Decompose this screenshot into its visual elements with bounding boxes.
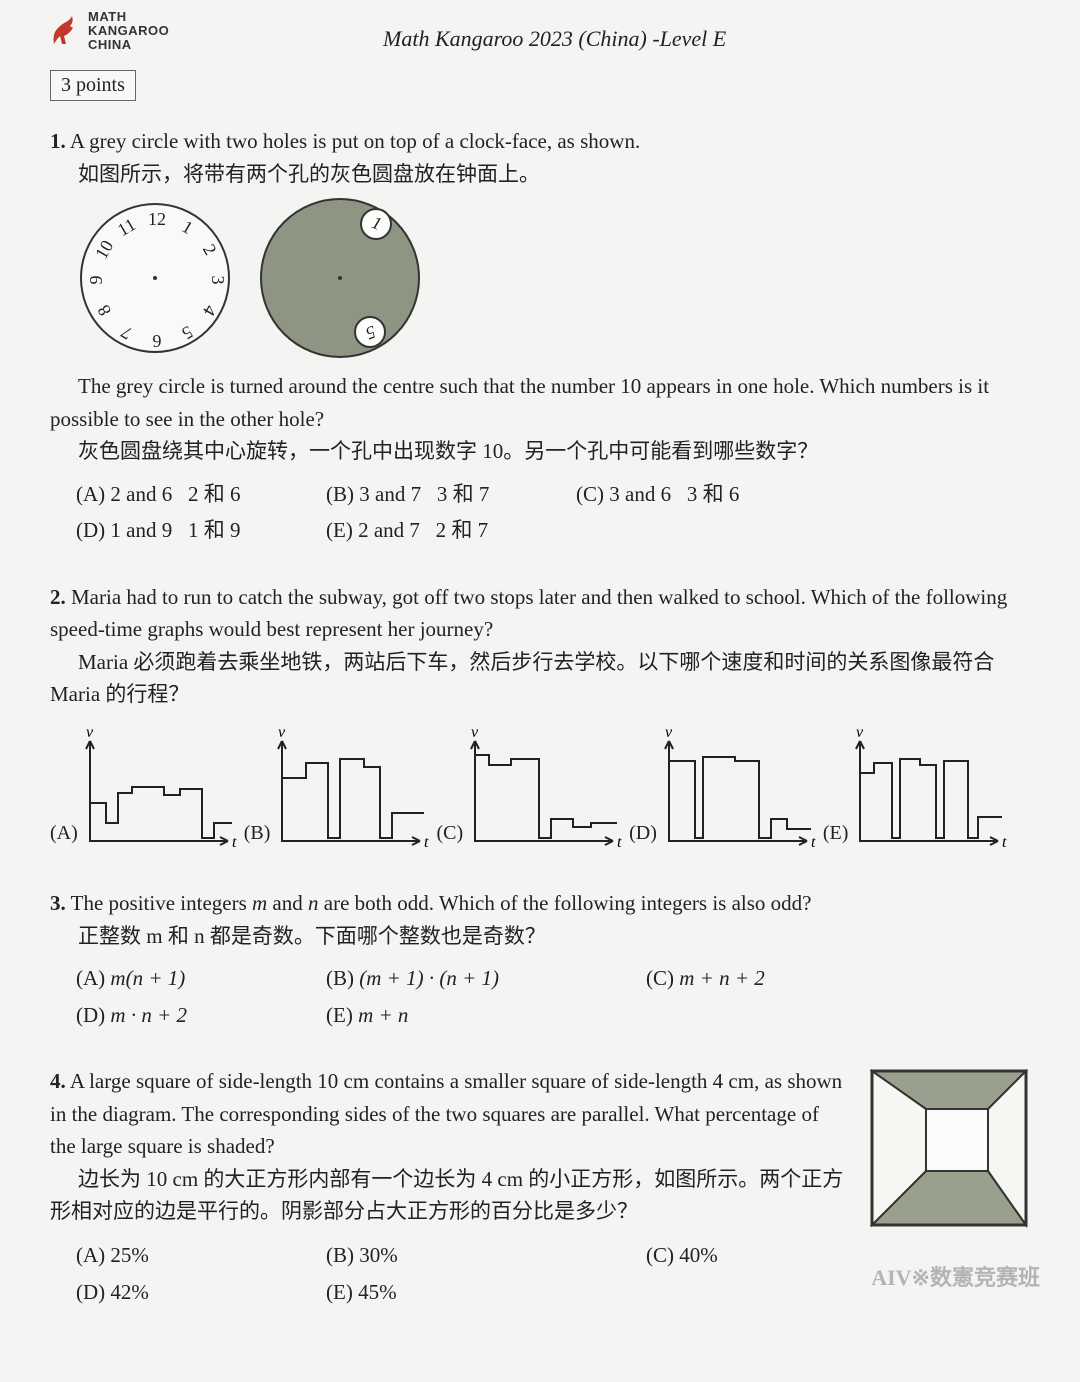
q2-graphs: (A) v t (B) v t (C) v t (D) v t (E) v t — [50, 723, 1030, 853]
question-number: 4. — [50, 1069, 66, 1093]
speed-time-graph: (A) v t — [50, 723, 242, 853]
q2-en: Maria had to run to catch the subway, go… — [50, 585, 1007, 642]
q4-ans-c: (C) 40% — [646, 1239, 896, 1272]
q1-zh-line2: 灰色圆盘绕其中心旋转，一个孔中出现数字 10。另一个孔中可能看到哪些数字？ — [50, 435, 1030, 468]
q4-zh: 边长为 10 cm 的大正方形内部有一个边长为 4 cm 的小正方形，如图所示。… — [50, 1163, 846, 1228]
clock-number: 12 — [148, 206, 166, 234]
question-1: 1. A grey circle with two holes is put o… — [50, 125, 1030, 547]
clock-number: 2 — [195, 239, 224, 261]
exam-page: MATH KANGAROO CHINA Math Kangaroo 2023 (… — [0, 0, 1080, 1382]
logo-line-2: KANGAROO — [88, 24, 169, 38]
page-header: MATH KANGAROO CHINA Math Kangaroo 2023 (… — [50, 10, 1030, 52]
clock-number: 6 — [153, 326, 162, 354]
q4-ans-b: (B) 30% — [326, 1239, 646, 1272]
speed-time-graph: (B) v t — [244, 723, 435, 853]
svg-text:v: v — [856, 724, 864, 741]
clock-number: 3 — [203, 276, 231, 285]
disc-hole: 1 — [360, 208, 392, 240]
q1-ans-d: (D) 1 and 9 1 和 9 — [76, 514, 326, 547]
clock-number: 8 — [91, 299, 120, 321]
question-4: 4. A large square of side-length 10 cm c… — [50, 1065, 1030, 1308]
clock-number: 4 — [195, 299, 224, 321]
clock-number: 5 — [176, 318, 198, 347]
q4-figure — [870, 1069, 1030, 1229]
speed-time-graph: (E) v t — [823, 723, 1013, 853]
q1-en-line2: The grey circle is turned around the cen… — [50, 370, 1030, 435]
q4-ans-e: (E) 45% — [326, 1276, 646, 1309]
disc-center-dot — [338, 276, 342, 280]
disc-hole: 5 — [354, 316, 386, 348]
logo-text: MATH KANGAROO CHINA — [88, 10, 169, 52]
graph-label: (A) — [50, 818, 78, 849]
q1-figure: 121234567891011 15 — [80, 198, 1030, 358]
q1-zh-line1: 如图所示，将带有两个孔的灰色圆盘放在钟面上。 — [50, 158, 1030, 191]
q4-en: A large square of side-length 10 cm cont… — [50, 1069, 842, 1158]
q1-en-line1: A grey circle with two holes is put on t… — [70, 129, 640, 153]
speed-time-graph: (D) v t — [629, 723, 821, 853]
q3-ans-b: (B) (m + 1) · (n + 1) — [326, 962, 646, 995]
question-number: 2. — [50, 585, 66, 609]
q3-ans-c: (C) m + n + 2 — [646, 962, 896, 995]
svg-text:t: t — [811, 834, 816, 851]
q3-ans-a: (A) m(n + 1) — [76, 962, 326, 995]
q1-ans-e: (E) 2 and 7 2 和 7 — [326, 514, 576, 547]
clock-number: 11 — [113, 212, 142, 245]
question-number: 1. — [50, 129, 66, 153]
svg-text:t: t — [232, 834, 237, 851]
q3-zh: 正整数 m 和 n 都是奇数。下面哪个整数也是奇数？ — [50, 920, 1030, 953]
kangaroo-icon — [50, 14, 84, 48]
graph-label: (C) — [436, 818, 463, 849]
q4-answers: (A) 25% (B) 30% (C) 40% (D) 42% (E) 45% — [50, 1239, 1030, 1308]
grey-disc: 15 — [260, 198, 420, 358]
q3-ans-d: (D) m · n + 2 — [76, 999, 326, 1032]
q4-ans-a: (A) 25% — [76, 1239, 326, 1272]
q1-answers: (A) 2 and 6 2 和 6 (B) 3 and 7 3 和 7 (C) … — [50, 478, 1030, 547]
svg-text:v: v — [471, 724, 479, 741]
clock-face: 12 12 3 45678 9 1011 — [80, 203, 230, 353]
question-2: 2. Maria had to run to catch the subway,… — [50, 581, 1030, 853]
question-3: 3. The positive integers m and n are bot… — [50, 887, 1030, 1031]
svg-text:t: t — [424, 834, 429, 851]
question-number: 3. — [50, 891, 66, 915]
q3-answers: (A) m(n + 1) (B) (m + 1) · (n + 1) (C) m… — [50, 962, 1030, 1031]
q2-zh: Maria 必须跑着去乘坐地铁，两站后下车，然后步行去学校。以下哪个速度和时间的… — [50, 646, 1030, 711]
q1-ans-b: (B) 3 and 7 3 和 7 — [326, 478, 576, 511]
graph-label: (E) — [823, 818, 849, 849]
graph-label: (B) — [244, 818, 271, 849]
svg-text:v: v — [278, 724, 286, 741]
svg-text:v: v — [665, 724, 673, 741]
clock-number: 9 — [83, 276, 111, 285]
speed-time-graph: (C) v t — [436, 723, 627, 853]
logo: MATH KANGAROO CHINA — [50, 10, 169, 52]
q3-en: The positive integers m and n are both o… — [71, 891, 812, 915]
clock-center-dot — [153, 276, 157, 280]
clock-number: 7 — [116, 318, 138, 347]
points-badge: 3 points — [50, 70, 136, 101]
page-title: Math Kangaroo 2023 (China) -Level E — [169, 26, 1030, 52]
clock-number: 1 — [176, 214, 198, 243]
q1-ans-a: (A) 2 and 6 2 和 6 — [76, 478, 326, 511]
logo-line-1: MATH — [88, 10, 169, 24]
svg-text:t: t — [1002, 834, 1007, 851]
svg-text:t: t — [617, 834, 622, 851]
graph-label: (D) — [629, 818, 657, 849]
q3-ans-e: (E) m + n — [326, 999, 646, 1032]
logo-line-3: CHINA — [88, 38, 169, 52]
svg-text:v: v — [86, 724, 94, 741]
q4-ans-d: (D) 42% — [76, 1276, 326, 1309]
q1-ans-c: (C) 3 and 6 3 和 6 — [576, 478, 826, 511]
clock-number: 10 — [88, 235, 121, 265]
